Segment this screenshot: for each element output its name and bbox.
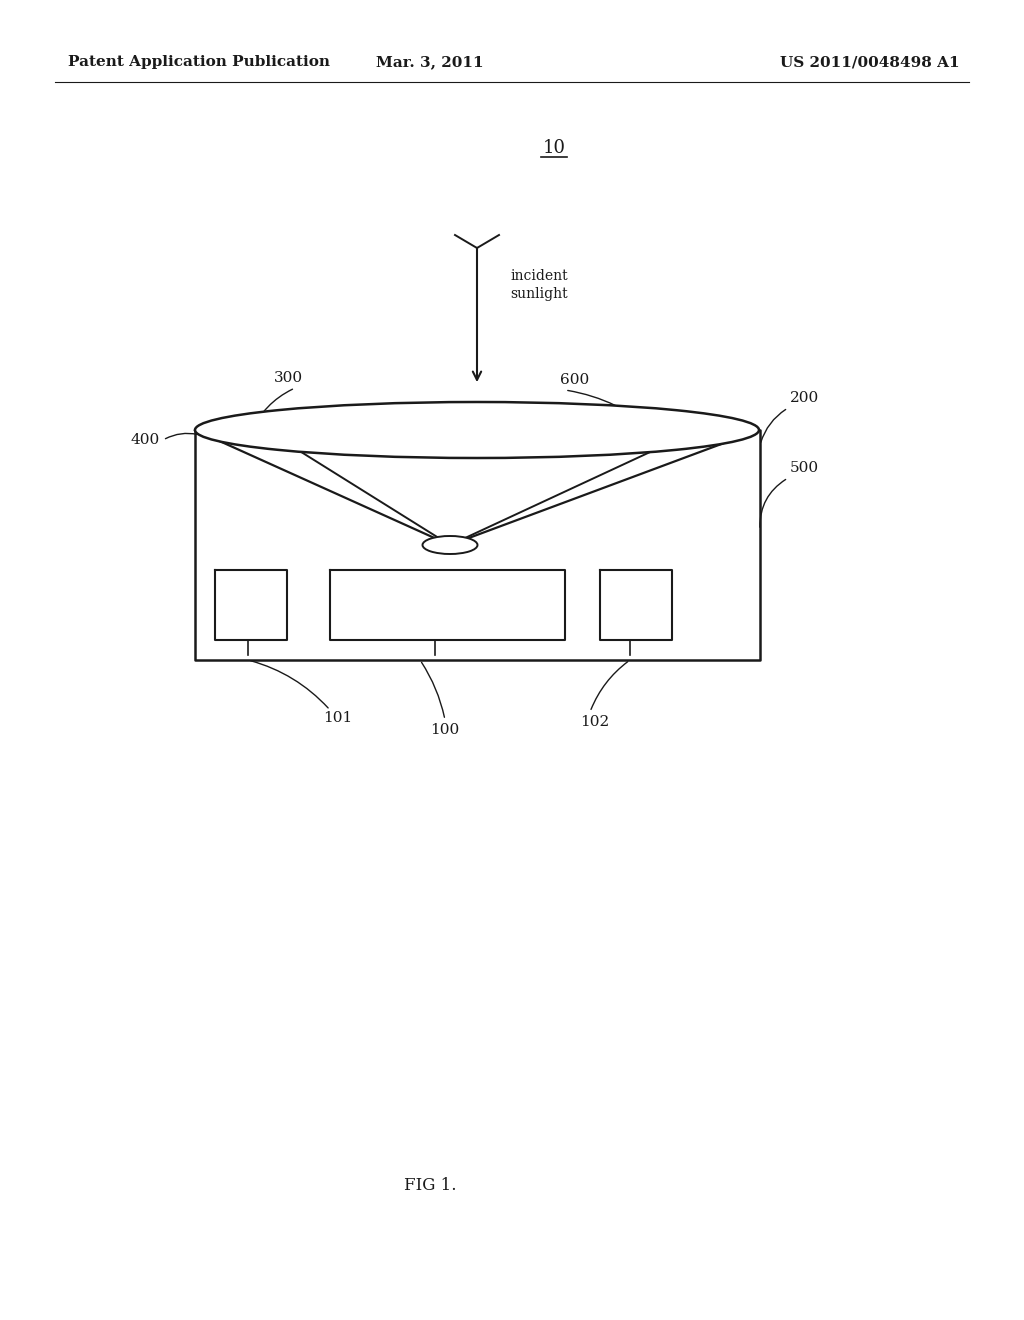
Text: 300: 300	[273, 371, 302, 385]
Text: 200: 200	[790, 391, 819, 405]
FancyArrowPatch shape	[422, 663, 444, 717]
Text: 100: 100	[430, 723, 460, 737]
FancyArrowPatch shape	[251, 661, 328, 708]
FancyArrowPatch shape	[567, 391, 657, 433]
Text: US 2011/0048498 A1: US 2011/0048498 A1	[780, 55, 961, 69]
Text: Mar. 3, 2011: Mar. 3, 2011	[376, 55, 483, 69]
Text: incident
sunlight: incident sunlight	[510, 269, 567, 301]
FancyArrowPatch shape	[761, 409, 785, 442]
Text: 10: 10	[543, 139, 565, 157]
FancyArrowPatch shape	[251, 389, 293, 433]
Text: 400: 400	[131, 433, 160, 447]
FancyArrowPatch shape	[166, 433, 198, 438]
Text: 101: 101	[324, 711, 352, 725]
Text: 102: 102	[581, 715, 609, 729]
FancyArrowPatch shape	[591, 661, 628, 709]
Text: 600: 600	[560, 374, 590, 387]
Text: 500: 500	[790, 461, 819, 475]
Text: FIG 1.: FIG 1.	[403, 1176, 457, 1193]
Text: Patent Application Publication: Patent Application Publication	[68, 55, 330, 69]
Ellipse shape	[423, 536, 477, 554]
Ellipse shape	[195, 403, 759, 458]
FancyArrowPatch shape	[760, 479, 785, 527]
